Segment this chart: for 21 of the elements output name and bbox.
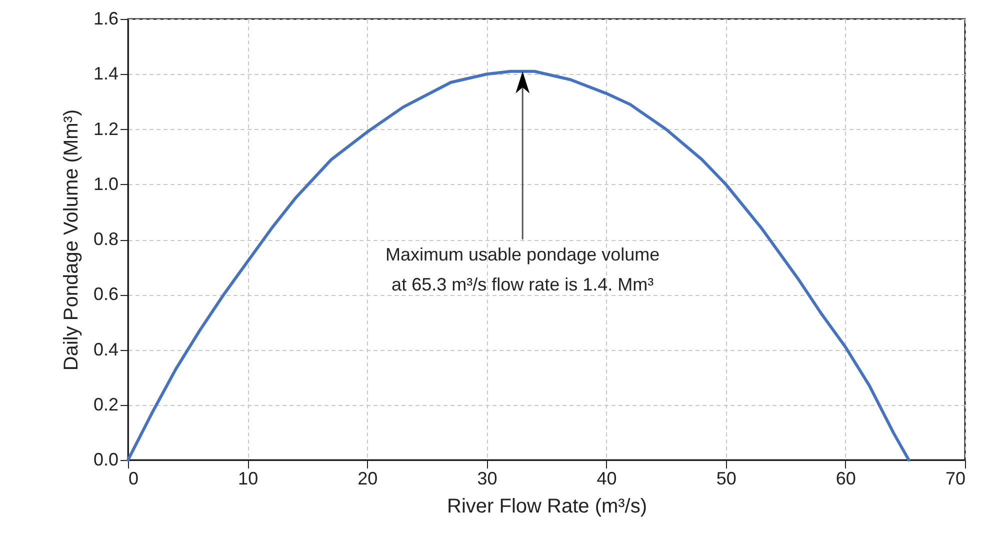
y-tick-label: 0.0 [93, 450, 118, 470]
y-tick-label: 0.4 [93, 339, 118, 360]
y-axis-title: Daily Pondage Volume (Mm³) [60, 109, 82, 371]
annotation: Maximum usable pondage volume at 65.3 m³/s flow rate is 1.4. Mm³ [386, 244, 660, 294]
x-tick-label: 70 [945, 468, 966, 488]
y-tick-label: 1.6 [93, 8, 118, 28]
x-tick-label: 20 [358, 468, 378, 488]
x-tick-label: 10 [238, 468, 258, 488]
x-tick-label: 0 [128, 468, 139, 488]
x-tick-label: 60 [836, 468, 856, 488]
x-tick-label: 40 [596, 468, 617, 488]
y-tick-label: 1.0 [93, 174, 118, 194]
y-tick-label: 0.6 [93, 284, 118, 304]
y-tick-label: 0.8 [93, 229, 118, 249]
x-tick-label: 30 [477, 468, 498, 488]
x-axis-title: River Flow Rate (m³/s) [446, 496, 648, 518]
y-tick-label: 1.2 [93, 118, 118, 139]
y-tick-label: 0.2 [93, 394, 118, 414]
y-tick-label: 1.4 [93, 64, 118, 84]
x-tick-label: 50 [716, 468, 736, 488]
line-series [126, 70, 910, 462]
